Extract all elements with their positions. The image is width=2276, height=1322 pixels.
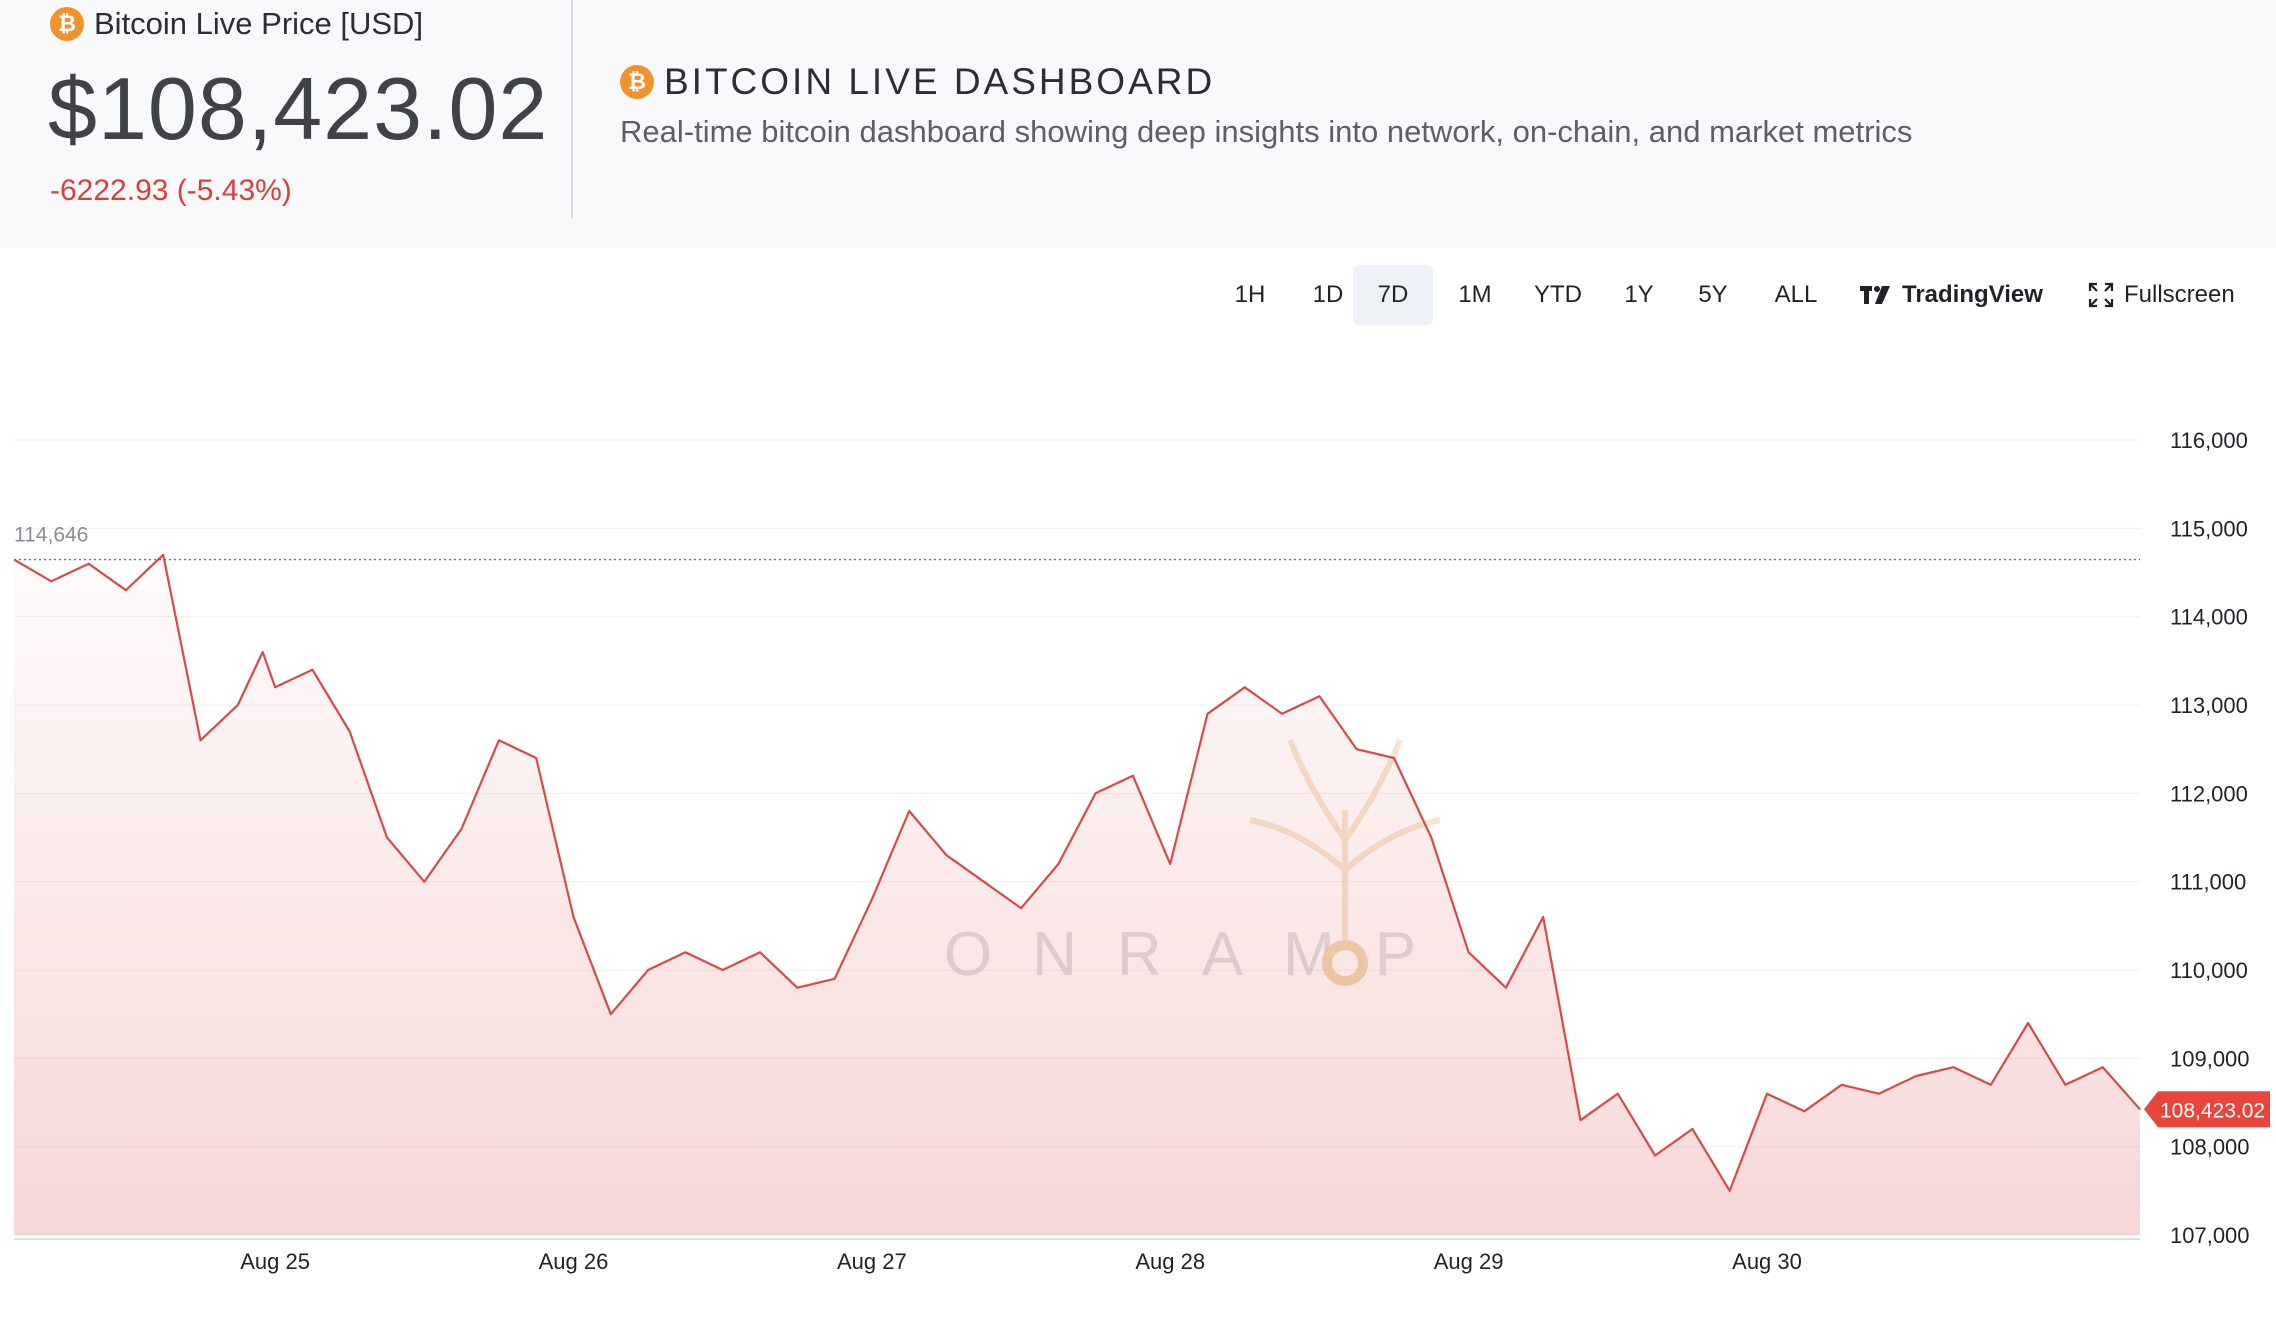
- header-divider: [571, 0, 573, 218]
- y-tick-label: 113,000: [2170, 693, 2248, 718]
- price-block: ₿ Bitcoin Live Price [USD] $108,423.02 -…: [0, 0, 572, 218]
- x-tick-label: Aug 28: [1135, 1249, 1205, 1274]
- range-button-7d[interactable]: 7D: [1353, 265, 1433, 325]
- dashboard-title-row: ₿ BITCOIN LIVE DASHBOARD: [620, 61, 1216, 102]
- y-tick-label: 111,000: [2170, 870, 2246, 895]
- tradingview-link[interactable]: TradingView: [1860, 265, 2043, 325]
- range-button-1h[interactable]: 1H: [1234, 281, 1266, 308]
- x-tick-label: Aug 29: [1434, 1249, 1504, 1274]
- price-label: Bitcoin Live Price [USD]: [94, 6, 424, 41]
- range-button-all[interactable]: ALL: [1774, 281, 1818, 308]
- last-price-label: 108,423.02: [2160, 1099, 2265, 1122]
- price-chart: 107,000 108,000 109,000 110,000 111,000 112,0…: [13, 428, 2270, 1274]
- range-button-1d[interactable]: 1D: [1312, 281, 1344, 308]
- y-tick-label: 116,000: [2170, 428, 2248, 453]
- live-price: $108,423.02: [48, 59, 549, 158]
- tradingview-icon: [1860, 286, 1890, 304]
- y-tick-label: 115,000: [2170, 516, 2248, 541]
- fullscreen-label: Fullscreen: [2124, 281, 2235, 308]
- price-change: -6222.93 (-5.43%): [50, 174, 292, 207]
- x-tick-label: Aug 27: [837, 1249, 907, 1274]
- bitcoin-icon: ₿: [50, 7, 84, 41]
- y-tick-label: 110,000: [2170, 958, 2248, 983]
- range-button-1y[interactable]: 1Y: [1624, 281, 1654, 308]
- start-value-label: 114,646: [14, 524, 88, 547]
- y-tick-label: 114,000: [2170, 605, 2248, 630]
- price-label-row: ₿ Bitcoin Live Price [USD]: [50, 6, 423, 42]
- range-button-ytd[interactable]: YTD: [1534, 281, 1582, 308]
- header-band: [0, 0, 2276, 248]
- y-tick-label: 107,000: [2170, 1223, 2250, 1248]
- bitcoin-icon: ₿: [620, 65, 654, 99]
- y-tick-label: 109,000: [2170, 1046, 2250, 1071]
- y-tick-label: 108,000: [2170, 1135, 2250, 1160]
- y-tick-label: 112,000: [2170, 781, 2248, 806]
- price-line: [13, 553, 2141, 1192]
- range-button-1m[interactable]: 1M: [1458, 281, 1492, 308]
- range-button-5y[interactable]: 5Y: [1698, 281, 1728, 308]
- last-price-marker: [2144, 1091, 2270, 1128]
- fullscreen-button[interactable]: Fullscreen: [2088, 265, 2235, 325]
- x-tick-label: Aug 25: [240, 1249, 310, 1274]
- dashboard-title: BITCOIN LIVE DASHBOARD: [664, 61, 1216, 102]
- x-tick-label: Aug 26: [539, 1249, 609, 1274]
- chart-toolbar: 1H 1D 7D 1M YTD 1Y 5Y ALL TradingView Fu…: [1200, 265, 2260, 325]
- tradingview-label: TradingView: [1902, 281, 2043, 308]
- dashboard-subtitle: Real-time bitcoin dashboard showing deep…: [620, 114, 1913, 149]
- x-tick-label: Aug 30: [1732, 1249, 1802, 1274]
- price-area-fill: [14, 554, 2140, 1235]
- fullscreen-icon: [2088, 282, 2114, 308]
